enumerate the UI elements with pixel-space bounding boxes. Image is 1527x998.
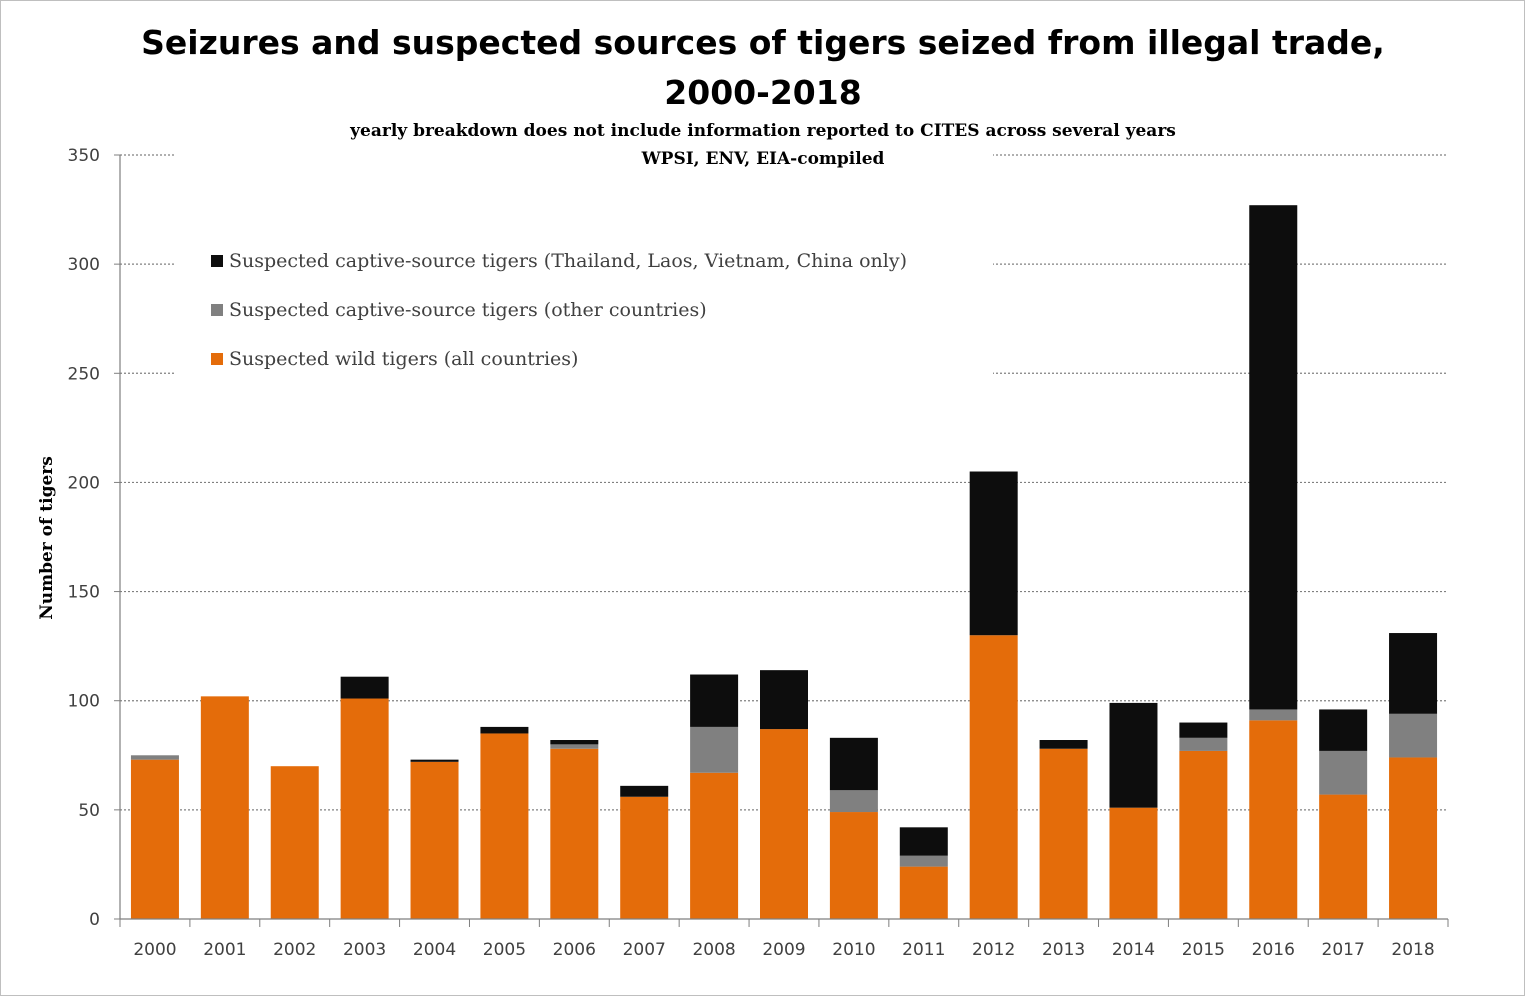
y-tick-label-200: 200 xyxy=(68,473,100,493)
bar-2017-series-1 xyxy=(1319,750,1368,795)
x-tick-label-2005: 2005 xyxy=(483,940,526,960)
bar-2008-series-2 xyxy=(690,674,739,727)
x-tick-label-2006: 2006 xyxy=(553,940,596,960)
chart-subtitle: yearly breakdown does not include inform… xyxy=(349,121,1176,141)
bar-2017-series-0 xyxy=(1319,794,1368,919)
x-tick-label-2014: 2014 xyxy=(1112,940,1155,960)
bar-2011-series-1 xyxy=(899,855,948,867)
bar-2007-series-2 xyxy=(620,785,669,797)
bar-2018-series-1 xyxy=(1389,713,1438,758)
legend-background xyxy=(175,150,993,378)
bar-2004-series-2 xyxy=(410,759,459,762)
x-tick-label-2015: 2015 xyxy=(1182,940,1225,960)
legend: Suspected captive-source tigers (Thailan… xyxy=(211,250,907,370)
x-tick-label-2002: 2002 xyxy=(273,940,316,960)
x-tick-label-2004: 2004 xyxy=(413,940,456,960)
bar-2016-series-1 xyxy=(1249,709,1298,721)
x-tick-label-2007: 2007 xyxy=(623,940,666,960)
bar-2017-series-2 xyxy=(1319,709,1368,751)
legend-label-2: Suspected captive-source tigers (Thailan… xyxy=(229,250,907,272)
x-tick-label-2011: 2011 xyxy=(902,940,945,960)
x-tick-label-2008: 2008 xyxy=(692,940,735,960)
x-tick-label-2017: 2017 xyxy=(1322,940,1365,960)
bar-2013-series-0 xyxy=(1039,748,1088,919)
bar-2005-series-2 xyxy=(480,726,529,734)
bar-2012-series-2 xyxy=(969,471,1018,636)
y-tick-label-350: 350 xyxy=(68,146,100,166)
y-axis-title: Number of tigers xyxy=(37,456,57,620)
bar-2015-series-0 xyxy=(1179,750,1228,919)
bar-2009-series-2 xyxy=(760,670,808,730)
x-tick-label-2009: 2009 xyxy=(762,940,805,960)
bar-2006-series-0 xyxy=(550,748,599,919)
x-tick-label-2003: 2003 xyxy=(343,940,386,960)
bar-2008-series-0 xyxy=(690,772,739,919)
bar-2000-series-1 xyxy=(130,755,179,760)
bar-2014-series-2 xyxy=(1109,702,1158,808)
bar-2009-series-0 xyxy=(760,729,808,919)
bar-2016-series-0 xyxy=(1249,720,1298,919)
bar-2006-series-2 xyxy=(550,740,599,745)
x-tick-label-2001: 2001 xyxy=(203,940,246,960)
bar-2000-series-0 xyxy=(130,759,179,919)
bar-2003-series-0 xyxy=(340,698,389,919)
bar-2005-series-0 xyxy=(480,733,529,919)
bar-2016-series-2 xyxy=(1249,205,1298,710)
legend-label-1: Suspected captive-source tigers (other c… xyxy=(229,299,707,321)
x-tick-label-2016: 2016 xyxy=(1252,940,1295,960)
legend-label-0: Suspected wild tigers (all countries) xyxy=(229,348,578,370)
x-tick-label-2012: 2012 xyxy=(972,940,1015,960)
bar-2010-series-0 xyxy=(829,812,878,919)
legend-swatch-2 xyxy=(211,255,223,267)
x-tick-label-2018: 2018 xyxy=(1391,940,1434,960)
chart-title: Seizures and suspected sources of tigers… xyxy=(141,23,1385,62)
bar-2013-series-2 xyxy=(1039,740,1088,749)
chart-title-line2: 2000-2018 xyxy=(664,73,861,112)
bar-2002-series-0 xyxy=(270,766,319,919)
bar-2011-series-0 xyxy=(899,866,948,919)
y-tick-label-100: 100 xyxy=(68,692,100,712)
legend-area xyxy=(175,150,993,378)
bar-2015-series-1 xyxy=(1179,737,1228,751)
bar-2015-series-2 xyxy=(1179,722,1228,738)
y-tick-label-0: 0 xyxy=(89,910,100,930)
legend-swatch-1 xyxy=(211,304,223,316)
bar-2010-series-1 xyxy=(829,790,878,813)
x-tick-label-2010: 2010 xyxy=(832,940,875,960)
bar-2001-series-0 xyxy=(200,696,249,919)
y-tick-label-250: 250 xyxy=(68,364,100,384)
chart-source: WPSI, ENV, EIA-compiled xyxy=(641,149,885,169)
bar-2004-series-0 xyxy=(410,761,459,919)
bar-2006-series-1 xyxy=(550,744,599,749)
bar-2008-series-1 xyxy=(690,726,739,773)
bar-2014-series-0 xyxy=(1109,807,1158,919)
y-tick-label-300: 300 xyxy=(68,255,100,275)
bar-2011-series-2 xyxy=(899,827,948,856)
bar-2003-series-2 xyxy=(340,676,389,699)
y-tick-label-50: 50 xyxy=(78,801,100,821)
bar-2018-series-0 xyxy=(1389,757,1438,919)
legend-swatch-0 xyxy=(211,353,223,365)
x-tick-label-2013: 2013 xyxy=(1042,940,1085,960)
bar-2010-series-2 xyxy=(829,737,878,791)
axes: 0 50 100 150 200 250 300 350 2000 2001 2002 2003 200… xyxy=(68,146,1449,960)
bar-2018-series-2 xyxy=(1389,633,1438,714)
y-tick-label-150: 150 xyxy=(68,583,100,603)
bar-2007-series-0 xyxy=(620,796,669,919)
bar-2012-series-0 xyxy=(969,635,1018,919)
bars xyxy=(130,205,1438,919)
x-tick-label-2000: 2000 xyxy=(133,940,176,960)
